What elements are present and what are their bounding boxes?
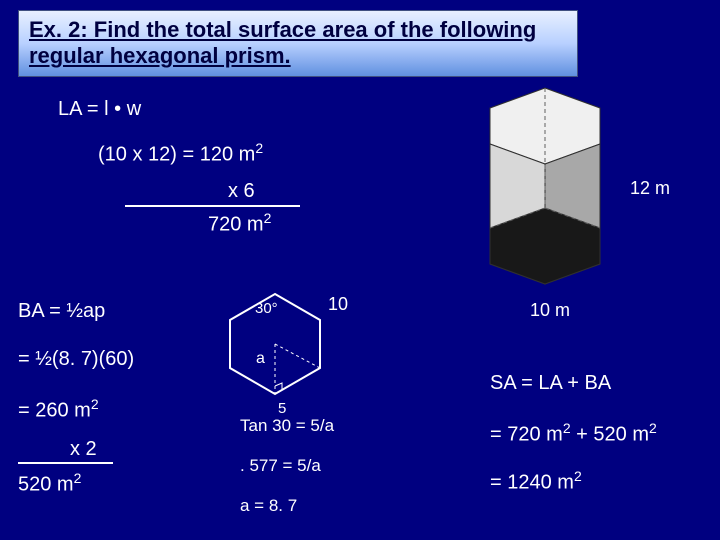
ba-divider (18, 462, 113, 464)
ba-mult: x 2 (70, 438, 97, 461)
la-calc-text: (10 x 12) = 120 m (98, 144, 255, 166)
ba-formula: BA = ½ap (18, 300, 105, 323)
prism-height-label: 12 m (630, 178, 670, 199)
la-result: 720 m2 (208, 210, 271, 237)
slide-title: Ex. 2: Find the total surface area of th… (18, 10, 578, 77)
la-calc: (10 x 12) = 120 m2 (98, 140, 263, 167)
ba-res-text: = 260 m (18, 400, 91, 422)
sa-sub2: + 520 m (571, 424, 649, 446)
tan-base: 5 (278, 400, 286, 417)
hex-angle-label: 30° (255, 300, 278, 317)
ba-res-sup: 2 (91, 396, 99, 412)
sa-sub2-sup: 2 (649, 420, 657, 436)
sa-res: = 1240 m2 (490, 468, 582, 495)
la-mult: x 6 (228, 180, 255, 203)
sa-formula: SA = LA + BA (490, 372, 611, 395)
title-text: Ex. 2: Find the total surface area of th… (29, 17, 536, 68)
ba-sub: = ½(8. 7)(60) (18, 348, 134, 371)
la-divider (125, 205, 300, 207)
sa-sub: = 720 m2 + 520 m2 (490, 420, 657, 447)
prism-side-label: 10 m (530, 300, 570, 321)
ba-res: = 260 m2 (18, 396, 99, 423)
sa-res-text: = 1240 m (490, 472, 574, 494)
la-formula: LA = l • w (58, 98, 141, 121)
ba-total: 520 m2 (18, 470, 81, 497)
la-result-sup: 2 (264, 210, 272, 226)
sa-res-sup: 2 (574, 468, 582, 484)
hexagonal-prism-diagram (440, 80, 650, 320)
ba-total-text: 520 m (18, 474, 74, 496)
a-val: a = 8. 7 (240, 496, 297, 516)
la-result-text: 720 m (208, 214, 264, 236)
hex-side-label: 10 (328, 294, 348, 315)
sa-sub1: = 720 m (490, 424, 563, 446)
tan-val: . 577 = 5/a (240, 456, 321, 476)
la-calc-sup: 2 (255, 140, 263, 156)
sa-sub1-sup: 2 (563, 420, 571, 436)
ba-total-sup: 2 (74, 470, 82, 486)
tan-eq: Tan 30 = 5/a (240, 416, 334, 436)
hex-apothem-label: a (256, 350, 265, 368)
